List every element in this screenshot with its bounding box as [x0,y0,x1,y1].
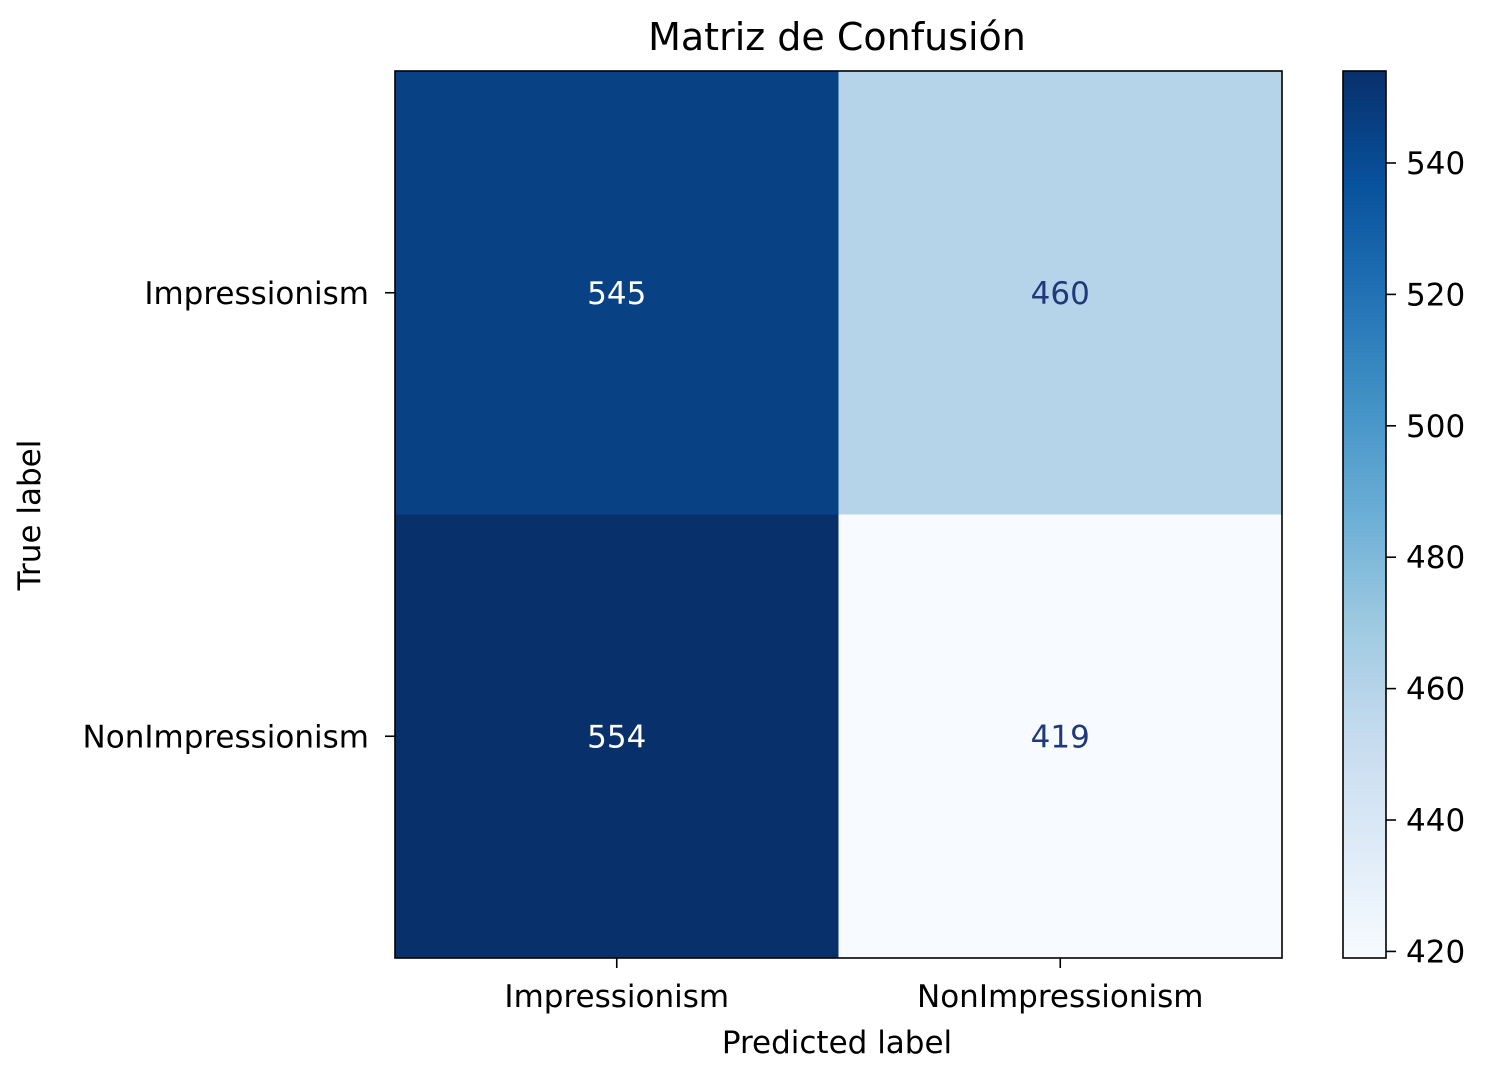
cell-value-label: 545 [587,276,646,312]
y-axis-label: True label [12,440,48,592]
heatmap-cell-r0-c0 [395,71,839,515]
colorbar-tick-label: 540 [1406,146,1465,182]
x-tick-label: Impressionism [504,979,729,1015]
heatmap-cell-r1-c1 [838,514,1283,959]
colorbar-tick-label: 420 [1406,934,1465,970]
heatmap-cell-r1-c0 [395,514,839,959]
x-axis-ticks: Impressionism NonImpressionism [504,958,1203,1015]
colorbar-tick-label: 520 [1406,277,1465,313]
colorbar-tick-label: 500 [1406,409,1465,445]
cell-value-label: 460 [1031,276,1090,312]
colorbar-ticks: 420 440 460 480 500 520 540 [1386,146,1465,970]
y-tick-label: Impressionism [144,276,369,312]
x-axis-label: Predicted label [722,1025,952,1061]
colorbar-tick-label: 480 [1406,540,1465,576]
heatmap-cell-r0-c1 [838,71,1283,515]
chart-title: Matriz de Confusión [648,15,1026,59]
cell-value-label: 419 [1031,719,1090,755]
y-axis-ticks: Impressionism NonImpressionism [83,276,395,755]
colorbar [1342,70,1387,959]
plot-frame [394,70,1283,959]
colorbar-tick-label: 440 [1406,803,1465,839]
cell-value-labels: 545 460 554 419 [587,276,1090,756]
heatmap-cells [395,71,1283,959]
y-tick-label: NonImpressionism [83,719,369,755]
x-tick-label: NonImpressionism [917,979,1203,1015]
colorbar-tick-label: 460 [1406,672,1465,708]
cell-value-label: 554 [587,719,646,755]
